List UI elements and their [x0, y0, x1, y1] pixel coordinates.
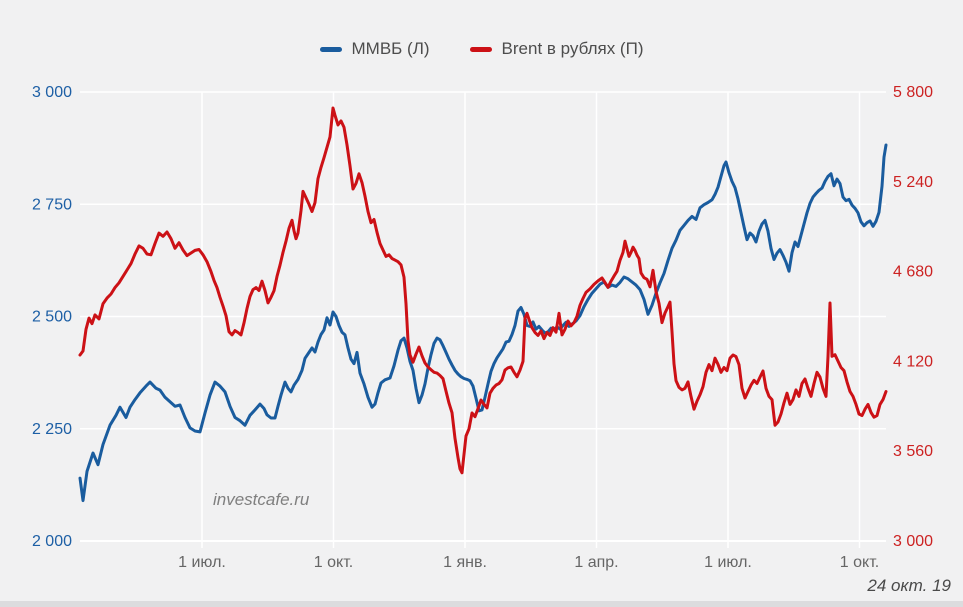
- watermark: investcafe.ru: [213, 490, 310, 509]
- series-line-mmvb: [78, 143, 888, 503]
- bottom-strip: [0, 601, 963, 607]
- y-left-tick-label: 2 000: [32, 533, 72, 550]
- x-tick-label: 1 окт.: [314, 554, 353, 571]
- y-right-tick-label: 4 120: [893, 353, 933, 370]
- legend-label-mmvb: ММВБ (Л): [351, 39, 430, 58]
- brent-series-swatch-icon: [469, 46, 492, 52]
- y-left-tick-label: 2 250: [32, 421, 72, 438]
- y-right-tick-label: 3 000: [893, 533, 933, 550]
- legend-item-brent: Brent в рублях (П): [469, 39, 644, 59]
- y-left-tick-label: 2 750: [32, 196, 72, 213]
- legend-item-mmvb: ММВБ (Л): [319, 39, 430, 59]
- x-tick-label: 1 окт.: [840, 554, 879, 571]
- x-tick-label: 1 июл.: [178, 554, 226, 571]
- x-tick-label: 1 апр.: [574, 554, 618, 571]
- legend-label-brent: Brent в рублях (П): [501, 39, 644, 58]
- legend: ММВБ (Л) Brent в рублях (П): [0, 36, 963, 62]
- y-left-tick-label: 2 500: [32, 309, 72, 326]
- mmvb-series-swatch-icon: [319, 46, 342, 52]
- x-tick-label: 1 янв.: [443, 554, 487, 571]
- series-line-brent: [78, 106, 888, 475]
- y-right-tick-label: 5 800: [893, 84, 933, 101]
- y-left-tick-label: 3 000: [32, 84, 72, 101]
- x-tick-label: 1 июл.: [704, 554, 752, 571]
- y-right-tick-label: 5 240: [893, 174, 933, 191]
- y-right-tick-label: 3 560: [893, 443, 933, 460]
- chart-date-label: 24 окт. 19: [867, 576, 951, 595]
- y-right-tick-label: 4 680: [893, 264, 933, 281]
